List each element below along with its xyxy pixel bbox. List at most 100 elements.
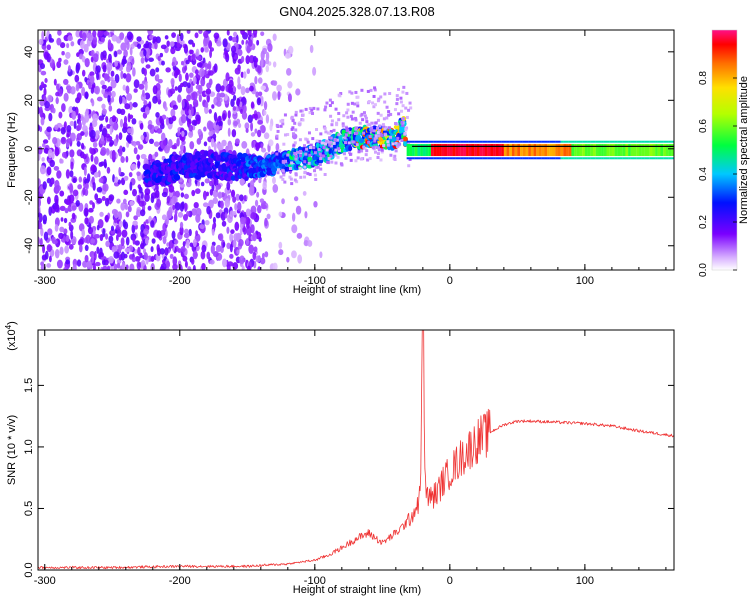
spectrogram-cell — [104, 214, 109, 223]
spectrogram-cell — [344, 133, 348, 137]
spectrogram-cell — [229, 210, 234, 218]
spectrogram-cell — [84, 217, 89, 225]
spectrogram-cell — [611, 143, 615, 157]
spectrogram-cell — [335, 121, 339, 125]
spectrogram-cell — [294, 110, 298, 114]
spectrogram-cell — [474, 143, 477, 157]
snr-x-tick-label: -200 — [169, 575, 191, 587]
spectrogram-cell — [144, 237, 149, 245]
spectrogram-cell — [174, 202, 181, 211]
spectrogram-cell — [40, 116, 45, 126]
spectrogram-cell — [123, 175, 129, 181]
spectrogram-cell — [55, 97, 59, 105]
spectrogram-cell — [216, 92, 221, 102]
spectrogram-cell — [482, 143, 486, 157]
spectrogram-cell — [78, 48, 84, 56]
spectrogram-cell — [96, 96, 103, 102]
spectrogram-cell — [93, 250, 97, 261]
spectrogram-cell — [614, 157, 618, 160]
spectrogram-cell — [199, 171, 207, 178]
spectrogram-cell — [147, 124, 153, 130]
spectrogram-cell — [44, 100, 50, 109]
spectrogram-cell — [468, 140, 472, 143]
spectrogram-cell — [100, 161, 105, 166]
spectrogram-cell — [406, 157, 410, 160]
spectrogram-cell — [641, 140, 645, 143]
spectrogram-cell — [55, 83, 60, 91]
spectrogram-cell — [118, 166, 122, 176]
spectrogram-cell — [286, 256, 290, 263]
spectrogram-cell — [60, 159, 64, 164]
spectrogram-cell — [397, 87, 401, 91]
colorbar-tick-label: 0.2 — [698, 215, 709, 229]
spectrogram-cell — [100, 146, 107, 156]
spectrogram-cell — [103, 31, 110, 36]
spectrogram-cell — [222, 258, 228, 268]
spectrogram-cell — [279, 124, 283, 128]
spectrogram-cell — [611, 157, 615, 160]
spectrogram-cell — [88, 221, 92, 230]
spectrogram-cell — [102, 265, 108, 270]
snr-panel: -300 -200 -100 0 100 0.0 0.5 1.0 1.5 Height of … — [4, 321, 675, 596]
spectrogram-cell — [622, 157, 626, 160]
spectrogram-cell — [247, 114, 253, 124]
spectrogram-cell — [342, 114, 346, 118]
spectrogram-cell — [147, 30, 154, 36]
spectrogram-cell — [129, 263, 135, 270]
spectrogram-cell — [281, 198, 285, 205]
spectrogram-cell — [509, 157, 513, 160]
spectrogram-cell — [98, 115, 105, 121]
spectrogram-cell — [172, 263, 178, 270]
spectrogram-cell — [42, 139, 49, 144]
spectrogram-x-tick-label: 100 — [576, 275, 594, 287]
spectrogram-cell — [38, 220, 41, 230]
spectrogram-cell — [234, 203, 238, 211]
spectrogram-cell — [343, 136, 347, 140]
spectrogram-cell — [549, 157, 553, 160]
spectrogram-cell — [614, 140, 618, 143]
spectrogram-cell — [59, 226, 65, 233]
spectrogram-cell — [136, 154, 141, 161]
spectrogram-cell — [590, 140, 594, 143]
spectrogram-cell — [347, 141, 351, 145]
spectrogram-cell — [176, 34, 180, 44]
spectrogram-cell — [584, 143, 588, 157]
spectrogram-cell — [353, 102, 357, 106]
spectrogram-cell — [584, 157, 588, 160]
spectrogram-cell — [140, 209, 146, 217]
spectrogram-cell — [663, 157, 666, 160]
spectrogram-cell — [282, 170, 286, 174]
spectrogram-cell — [192, 264, 196, 270]
snr-y-ticks: 0.0 0.5 1.0 1.5 — [23, 378, 674, 578]
spectrogram-cell — [125, 155, 129, 163]
spectrogram-cell — [200, 250, 206, 260]
spectrogram-cell — [306, 172, 310, 176]
spectrogram-cell — [179, 226, 184, 236]
spectrogram-cell — [246, 68, 251, 75]
spectrogram-cell — [625, 157, 629, 160]
spectrogram-x-label: Height of straight line (km) — [293, 284, 421, 296]
spectrogram-cell — [137, 43, 142, 49]
spectrogram-cell — [422, 157, 426, 160]
spectrogram-cell — [134, 240, 140, 246]
spectrogram-cell — [544, 157, 548, 160]
spectrogram-cell — [171, 61, 175, 67]
spectrogram-cell — [356, 156, 360, 160]
spectrogram-cell — [107, 39, 112, 49]
spectrogram-cell — [89, 147, 93, 154]
spectrogram-cell — [144, 81, 148, 92]
spectrogram-cell — [299, 175, 303, 179]
spectrogram-cell — [549, 143, 553, 157]
spectrogram-cell — [40, 227, 44, 237]
spectrogram-cell — [399, 96, 403, 100]
spectrogram-cell — [329, 114, 333, 118]
spectrogram-cell — [243, 227, 247, 235]
spectrogram-cell — [54, 179, 60, 190]
spectrogram-cell — [204, 47, 209, 53]
spectrogram-cell — [56, 61, 62, 69]
spectrogram-cell — [279, 119, 283, 123]
spectrogram-cell — [525, 157, 529, 160]
spectrogram-cell — [90, 87, 95, 94]
spectrogram-cell — [557, 143, 561, 157]
spectrogram-cell — [81, 229, 86, 238]
